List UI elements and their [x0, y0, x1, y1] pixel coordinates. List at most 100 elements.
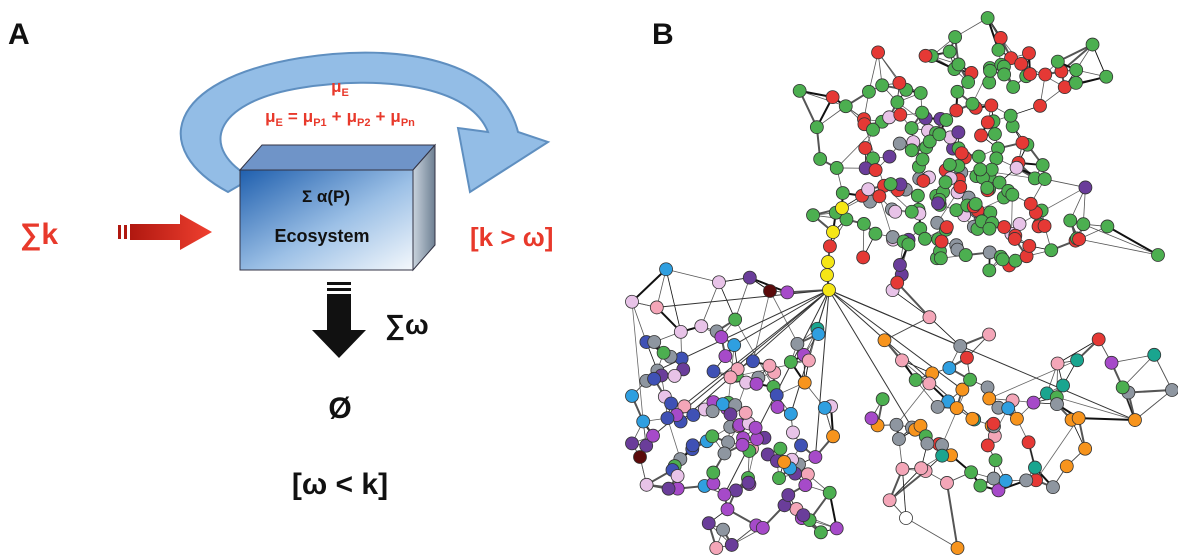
node: [640, 478, 653, 491]
node: [1038, 219, 1051, 232]
symbol: μ: [331, 77, 341, 96]
node: [954, 340, 967, 353]
figure: A B μE μE​=μP1​+μP2​+μPn​ Σ α(P) Ecosyst…: [0, 0, 1178, 557]
node: [1015, 57, 1028, 70]
node: [896, 354, 909, 367]
node: [1002, 402, 1015, 415]
node: [1006, 188, 1019, 201]
symbol: μ: [303, 107, 313, 126]
node: [1016, 136, 1029, 149]
node: [987, 417, 1000, 430]
node: [637, 415, 650, 428]
node: [981, 116, 994, 129]
node: [818, 401, 831, 414]
node: [1128, 414, 1141, 427]
node: [750, 377, 763, 390]
node: [1038, 173, 1051, 186]
panel-label: A: [8, 18, 30, 51]
node: [984, 64, 997, 77]
node: [802, 354, 815, 367]
node: [914, 86, 927, 99]
node: [1057, 379, 1070, 392]
edge: [1079, 239, 1158, 255]
node: [893, 258, 906, 271]
subscript: P1: [313, 117, 326, 129]
node: [1028, 461, 1041, 474]
node: [873, 190, 886, 203]
node: [905, 205, 918, 218]
node: [935, 235, 948, 248]
node: [725, 538, 738, 551]
node: [876, 79, 889, 92]
node: [916, 153, 929, 166]
node: [1077, 218, 1090, 231]
node: [1022, 47, 1035, 60]
edge: [897, 283, 929, 318]
edge: [1036, 418, 1079, 480]
empty-label: Ø: [328, 392, 351, 425]
node: [939, 176, 952, 189]
node: [823, 284, 836, 297]
node: [972, 150, 985, 163]
node: [657, 346, 670, 359]
node: [1060, 460, 1073, 473]
edge: [947, 483, 958, 548]
box-front: [240, 170, 413, 270]
edge: [666, 269, 681, 332]
node: [992, 43, 1005, 56]
node: [686, 439, 699, 452]
subscript: E: [276, 117, 283, 129]
node: [1013, 218, 1026, 231]
node: [917, 174, 930, 187]
node: [878, 334, 891, 347]
node: [1008, 232, 1021, 245]
node: [626, 389, 639, 402]
node: [771, 400, 784, 413]
node: [1023, 239, 1036, 252]
edge: [815, 290, 829, 457]
node: [1010, 161, 1023, 174]
node: [943, 362, 956, 375]
node: [966, 97, 979, 110]
node: [998, 68, 1011, 81]
node: [918, 232, 931, 245]
node: [661, 412, 674, 425]
node: [764, 285, 777, 298]
node: [710, 542, 723, 555]
node: [994, 31, 1007, 44]
node: [1051, 357, 1064, 370]
node: [797, 509, 810, 522]
node: [896, 462, 909, 475]
node: [915, 462, 928, 475]
node: [1152, 249, 1165, 262]
node: [721, 503, 734, 516]
node: [1086, 38, 1099, 51]
node: [884, 178, 897, 191]
node: [812, 328, 825, 341]
node: [943, 158, 956, 171]
node: [905, 122, 918, 135]
node: [1050, 398, 1063, 411]
node: [934, 252, 947, 265]
node: [983, 392, 996, 405]
node: [647, 429, 660, 442]
node: [626, 295, 639, 308]
node: [746, 355, 759, 368]
node: [774, 442, 787, 455]
node: [916, 106, 929, 119]
node: [974, 479, 987, 492]
node: [949, 31, 962, 44]
node: [724, 408, 737, 421]
node: [742, 476, 755, 489]
node: [950, 104, 963, 117]
node: [773, 472, 786, 485]
node: [951, 85, 964, 98]
node: [728, 339, 741, 352]
input-arrow: [118, 214, 212, 250]
node: [827, 430, 840, 443]
node: [975, 129, 988, 142]
node: [988, 128, 1001, 141]
edge: [829, 290, 1135, 420]
node: [869, 227, 882, 240]
node: [784, 407, 797, 420]
